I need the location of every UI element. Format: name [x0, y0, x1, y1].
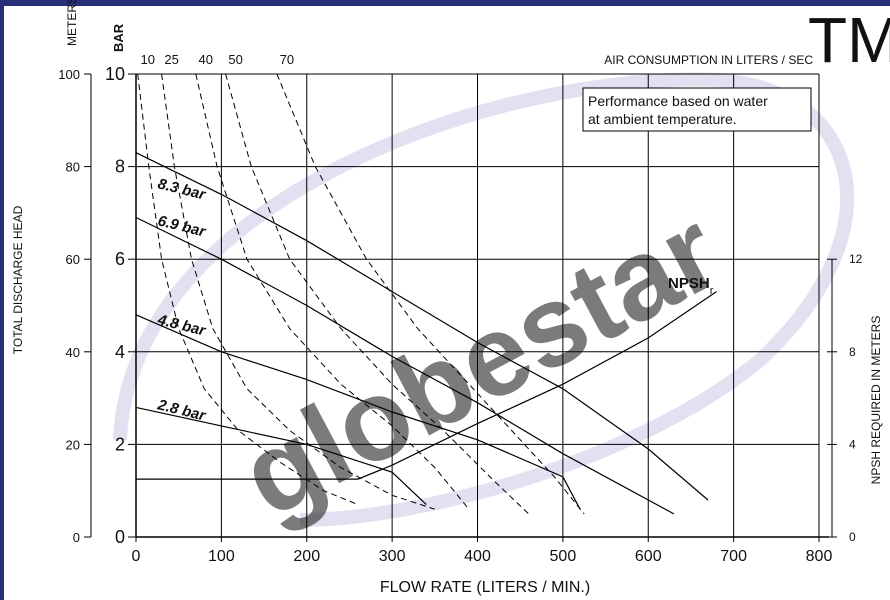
bar-axis-label: BAR [111, 23, 126, 52]
npsh-tick-label-4: 4 [849, 437, 856, 451]
series-line-0 [135, 152, 709, 501]
bar-tick-label-4: 4 [115, 342, 125, 362]
x-tick-label-500: 500 [550, 548, 577, 565]
x-tick-label-700: 700 [720, 548, 747, 565]
air-curve-40 [195, 73, 470, 510]
top-frame-bar [0, 0, 890, 6]
x-tick-label-0: 0 [132, 548, 141, 565]
note-box: Performance based on water at ambient te… [582, 87, 812, 132]
note-line-1: Performance based on water [588, 93, 768, 109]
bar-tick-label-6: 6 [115, 249, 125, 269]
series-label-3: 2.8 bar [155, 396, 208, 425]
npsh-label: NPSHr [668, 275, 714, 297]
series-label-0: 8.3 bar [156, 175, 208, 203]
x-tick-label-400: 400 [464, 548, 491, 565]
bar-tick-label-8: 8 [115, 157, 125, 177]
meters-tick-label-100: 100 [58, 67, 80, 82]
trademark-text: TM [808, 4, 890, 76]
air-curve-25 [161, 73, 435, 510]
npsh-tick-label-12: 12 [849, 252, 863, 266]
npsh-tick-label-8: 8 [849, 345, 856, 359]
x-axis-title: FLOW RATE (LITERS / MIN.) [380, 579, 590, 596]
x-tick-label-100: 100 [208, 548, 235, 565]
bar-tick-label-2: 2 [115, 434, 125, 454]
left-frame-bar [0, 0, 4, 600]
air-label-50: 50 [228, 52, 242, 67]
x-tick-label-300: 300 [379, 548, 406, 565]
series-label-1: 6.9 bar [156, 212, 208, 240]
series-line-3 [135, 406, 427, 506]
air-label-25: 25 [164, 52, 178, 67]
air-curve-70 [276, 73, 585, 515]
bar-tick-label-0: 0 [115, 527, 125, 547]
meters-tick-label-80: 80 [66, 160, 80, 175]
air-label-40: 40 [199, 52, 213, 67]
x-tick-label-600: 600 [635, 548, 662, 565]
watermark-swoosh [113, 72, 854, 527]
npsh-label-main: NPSH [668, 275, 710, 292]
x-tick-label-200: 200 [293, 548, 320, 565]
x-tick-label-800: 800 [806, 548, 833, 565]
air-label-70: 70 [280, 52, 294, 67]
air-label-10: 10 [140, 52, 154, 67]
y-axis-title: TOTAL DISCHARGE HEAD [11, 205, 25, 354]
grid [136, 73, 820, 537]
air-curve-50 [225, 73, 530, 515]
curves [135, 73, 717, 515]
right-axis-title: NPSH REQUIRED IN METERS [869, 316, 883, 485]
meters-tick-label-40: 40 [66, 345, 80, 360]
bar-tick-label-10: 10 [105, 64, 125, 84]
npsh-label-sub: r [710, 285, 714, 297]
air-curve-10 [137, 73, 359, 506]
meters-tick-label-60: 60 [66, 252, 80, 267]
npsh-curve [136, 291, 717, 480]
npsh-tick-label-0: 0 [849, 530, 856, 544]
meters-tick-label-20: 20 [66, 437, 80, 452]
series-line-2 [135, 314, 581, 510]
watermark: globestar TM [113, 4, 890, 542]
air-axis-title: AIR CONSUMPTION IN LITERS / SEC [604, 53, 813, 67]
series-line-1 [135, 216, 675, 515]
note-line-2: at ambient temperature. [588, 111, 737, 127]
meters-tick-label-0: 0 [73, 530, 80, 545]
meters-axis-label: METERS [65, 0, 79, 46]
